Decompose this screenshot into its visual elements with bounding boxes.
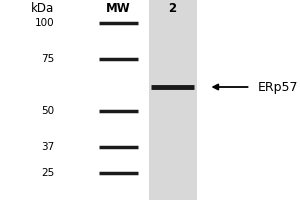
Text: 100: 100 — [34, 18, 54, 28]
Text: 50: 50 — [41, 106, 54, 116]
Text: 2: 2 — [168, 2, 177, 16]
Text: 75: 75 — [41, 54, 54, 64]
Text: ERp57: ERp57 — [258, 80, 298, 94]
Bar — [148, 0, 196, 200]
Text: kDa: kDa — [31, 2, 54, 16]
Text: MW: MW — [106, 2, 131, 16]
Text: 25: 25 — [41, 168, 54, 178]
Text: 37: 37 — [41, 142, 54, 152]
